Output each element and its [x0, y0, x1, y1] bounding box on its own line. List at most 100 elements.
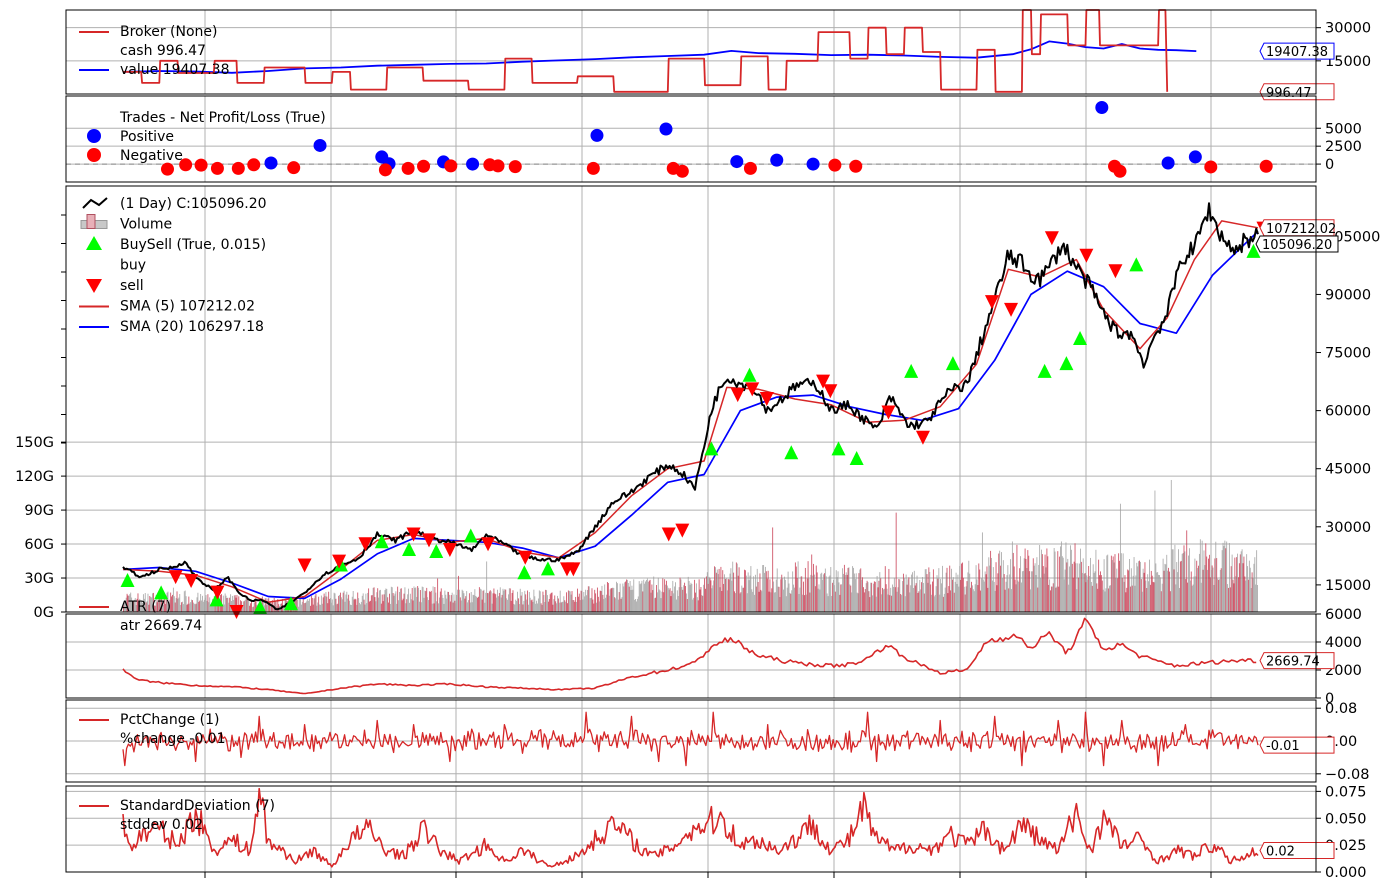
volume-bar — [562, 601, 564, 612]
volume-bar — [922, 577, 923, 612]
volume-bar — [688, 580, 690, 612]
volume-bar — [340, 592, 341, 612]
volume-bar — [824, 568, 826, 612]
volume-bar — [1077, 563, 1079, 612]
volume-bar — [545, 589, 547, 612]
volume-bar — [884, 566, 886, 612]
volume-bar — [211, 605, 212, 612]
volume-bar — [196, 597, 198, 612]
volume-bar — [469, 602, 471, 612]
volume-bar — [510, 600, 512, 612]
volume-bar — [201, 595, 203, 612]
volume-bar — [214, 601, 216, 612]
volume-bar — [741, 585, 743, 612]
sell-marker-13 — [566, 562, 581, 577]
volume-bar — [1069, 566, 1071, 612]
volume-bar — [1148, 581, 1150, 612]
volume-bar — [680, 579, 682, 612]
volume-bar — [810, 574, 812, 612]
volume-bar — [1143, 572, 1145, 612]
volume-bar — [681, 587, 683, 612]
volume-bar — [775, 579, 777, 612]
volume-bar — [611, 588, 613, 612]
trade-negative-14 — [586, 161, 600, 175]
trades-ytick-label-2: 5000 — [1325, 121, 1362, 137]
volume-bar — [976, 579, 978, 612]
volume-bar — [272, 604, 274, 612]
trades-ytick-label-1: 2500 — [1325, 139, 1362, 155]
volume-bar — [128, 595, 130, 612]
volume-bar — [1256, 550, 1258, 612]
volume-bar — [598, 601, 600, 612]
volume-bar — [248, 601, 250, 612]
volume-bar — [521, 592, 523, 612]
trade-positive-7 — [659, 122, 673, 136]
volume-bar — [965, 586, 967, 612]
volume-bar — [902, 581, 903, 612]
volume-bar — [443, 603, 445, 612]
volume-bar — [1188, 555, 1189, 612]
volume-bar — [127, 595, 129, 612]
pctchange-legend-label-1: %change -0.01 — [120, 731, 226, 747]
volume-bar — [568, 590, 570, 612]
volume-bar — [1063, 579, 1065, 612]
volume-bar — [718, 568, 720, 612]
volume-bar — [1090, 557, 1091, 612]
volume-bar — [601, 585, 603, 612]
volume-bar — [1011, 589, 1012, 612]
volume-bar — [828, 576, 830, 612]
volume-bar — [815, 565, 817, 612]
sell-marker-25 — [1044, 231, 1059, 246]
volume-bar — [251, 607, 253, 612]
volume-bar — [654, 598, 656, 612]
volume-bar — [470, 592, 472, 612]
broker-series-cash — [123, 9, 1169, 93]
volume-bar — [873, 583, 874, 612]
volume-bar — [693, 597, 695, 612]
volume-bar — [358, 598, 360, 612]
pctchange-ytick-label-2: 0.08 — [1325, 701, 1357, 717]
volume-bar — [1136, 562, 1138, 612]
volume-bar — [816, 572, 818, 612]
volume-bar — [857, 593, 859, 612]
volume-bar — [1189, 580, 1191, 612]
volume-bar — [620, 598, 622, 612]
volume-bar — [1055, 587, 1057, 612]
volume-bar — [197, 592, 199, 612]
volume-bar — [1129, 586, 1131, 612]
volume-bar — [893, 577, 895, 612]
volume-bar — [1112, 556, 1114, 612]
volume-bar — [637, 596, 639, 612]
volume-bar — [132, 600, 133, 612]
volume-bar — [991, 580, 993, 612]
volume-bar — [261, 596, 263, 612]
volume-bar — [361, 595, 363, 612]
trades-legend-label-1: Positive — [120, 129, 174, 145]
buy-marker-15 — [831, 441, 846, 456]
volume-bar — [890, 587, 892, 612]
stddev-ytick-label-2: 0.050 — [1325, 811, 1367, 827]
atr-ytick-label-0: 0 — [1325, 691, 1334, 707]
volume-bar — [1113, 562, 1115, 612]
broker-legend-label-2: value 19407.38 — [120, 62, 230, 78]
volume-bar — [1043, 573, 1045, 612]
volume-bar — [928, 567, 930, 612]
volume-bar — [389, 593, 390, 612]
volume-bar — [1223, 546, 1225, 612]
volume-bar — [543, 595, 545, 612]
volume-bar — [1067, 558, 1069, 612]
volume-bar — [944, 587, 946, 612]
volume-bar — [538, 590, 540, 612]
volume-bar — [649, 579, 651, 612]
volume-bar — [274, 601, 276, 612]
stddev-line — [122, 787, 1259, 868]
volume-bar — [182, 604, 184, 612]
volume-bar — [848, 567, 850, 612]
volume-bar — [672, 580, 674, 612]
volume-bar — [1238, 563, 1240, 612]
volume-bar — [190, 602, 192, 612]
volume-bar — [1088, 565, 1090, 612]
volume-bar — [529, 597, 531, 612]
volume-bar — [734, 593, 736, 612]
volume-bar — [165, 595, 167, 612]
